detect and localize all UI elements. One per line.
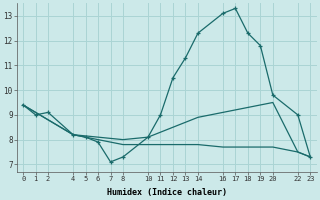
X-axis label: Humidex (Indice chaleur): Humidex (Indice chaleur) xyxy=(107,188,227,197)
